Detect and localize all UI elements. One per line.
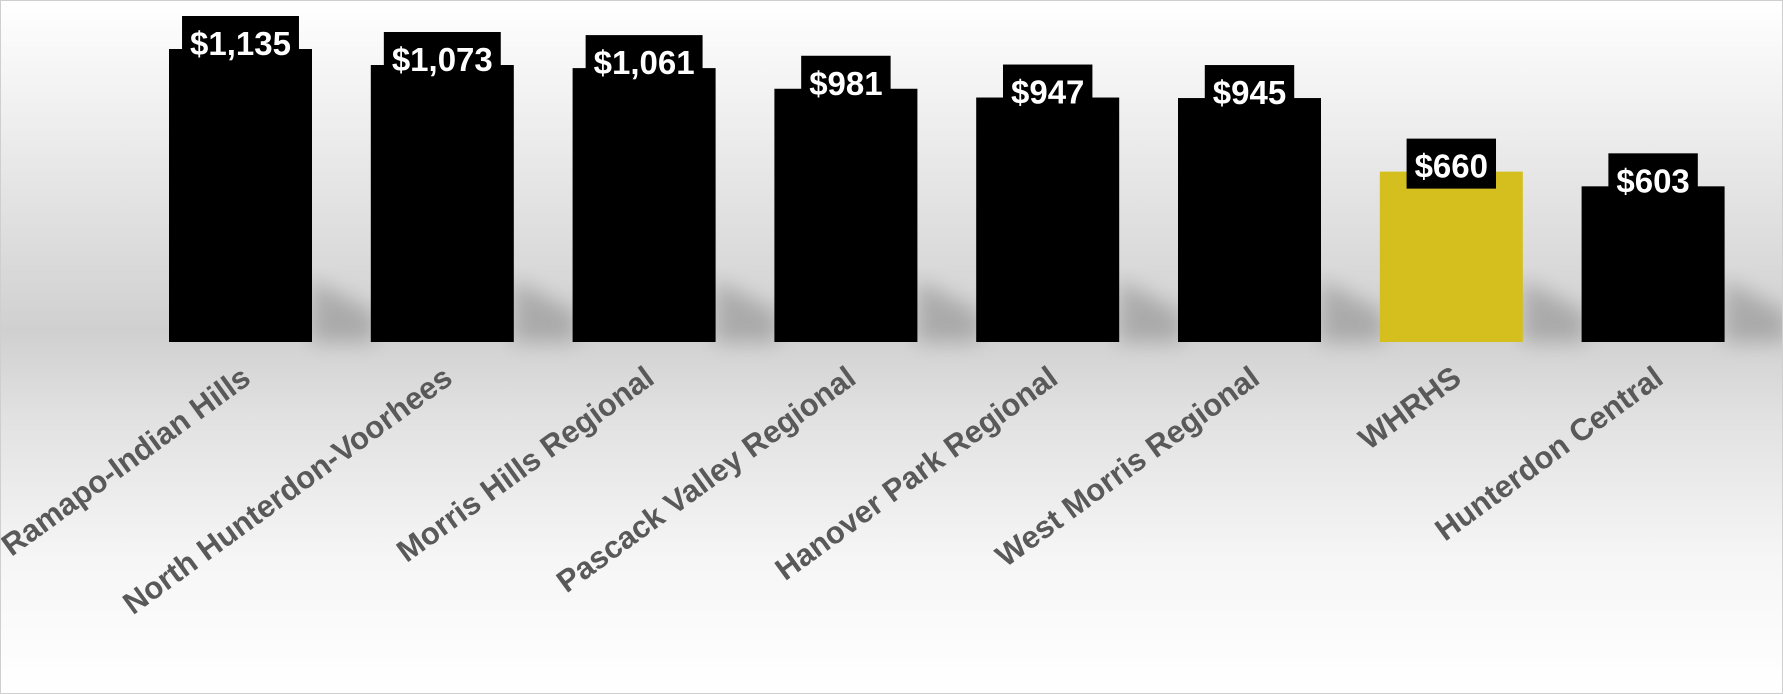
bar-west-morris-regional xyxy=(1178,98,1321,342)
bar-shadow xyxy=(917,280,980,342)
value-label: $1,135 xyxy=(182,16,299,66)
bar-north-hunterdon-voorhees xyxy=(370,65,514,343)
category-label: WHRHS xyxy=(1352,359,1467,456)
value-label-box xyxy=(801,55,891,106)
bars xyxy=(169,49,1725,343)
bar-shadow xyxy=(1724,280,1782,342)
value-label-box xyxy=(585,35,703,86)
value-labels: $1,135 $1,073 $1,061 $981 $947 $945 $660 $603 xyxy=(182,16,1698,204)
bar-shadows xyxy=(312,280,1782,342)
value-label-text: $945 xyxy=(1213,74,1286,111)
bar-shadow xyxy=(312,280,374,342)
bar-shadow xyxy=(1522,280,1585,342)
value-label-text: $1,135 xyxy=(190,25,291,62)
value-label-box xyxy=(383,32,501,83)
value-label: $947 xyxy=(1002,64,1093,115)
value-label-text: $981 xyxy=(809,65,882,102)
bar-shadow xyxy=(715,280,778,342)
bar-ramapo-indian-hills xyxy=(169,49,312,342)
value-label-text: $1,073 xyxy=(392,41,493,78)
value-label: $603 xyxy=(1608,153,1698,204)
value-label: $945 xyxy=(1204,65,1295,116)
value-label: $1,073 xyxy=(383,32,501,83)
value-label-box xyxy=(1406,138,1497,189)
value-label: $660 xyxy=(1406,138,1497,189)
value-label-text: $1,061 xyxy=(594,44,695,81)
value-label-text: $603 xyxy=(1616,162,1689,199)
bar-shadow xyxy=(1321,280,1383,342)
bar-shadow xyxy=(1119,280,1182,342)
bar-hanover-park-regional xyxy=(976,97,1120,342)
bar-shadow xyxy=(513,280,576,342)
value-label: $981 xyxy=(801,55,891,106)
value-label: $1,061 xyxy=(585,35,703,86)
bar-whrhs xyxy=(1379,171,1523,342)
value-label-box xyxy=(1204,65,1295,116)
value-label-box xyxy=(182,16,299,66)
value-label-box xyxy=(1608,153,1698,204)
bar-morris-hills-regional xyxy=(572,68,716,342)
value-label-box xyxy=(1002,64,1093,115)
value-label-text: $947 xyxy=(1011,74,1084,111)
bar-hunterdon-central xyxy=(1581,186,1725,342)
value-label-text: $660 xyxy=(1415,148,1488,185)
category-label: North Hunterdon-Voorhees xyxy=(116,359,458,621)
bar-pascack-valley-regional xyxy=(774,88,918,342)
